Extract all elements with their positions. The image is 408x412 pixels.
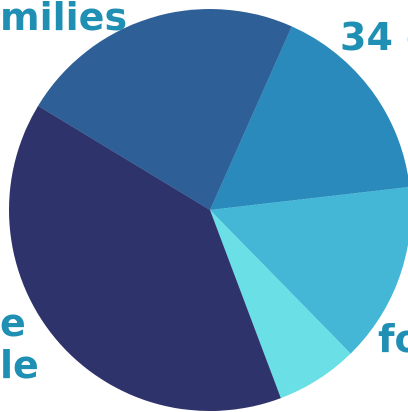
pie-slice [210, 210, 351, 399]
slice-label: fo [378, 317, 408, 361]
slice-label: milies [0, 0, 127, 39]
slice-label: e le [0, 301, 39, 387]
pie-slice [38, 9, 292, 210]
pie-slice [210, 187, 408, 354]
pie-slices [8, 9, 408, 412]
pie-slice [210, 26, 408, 210]
pie-slice [8, 105, 281, 412]
pie-labels: 34 c fo ele milies [0, 0, 408, 387]
slice-label: 34 c [340, 15, 408, 59]
